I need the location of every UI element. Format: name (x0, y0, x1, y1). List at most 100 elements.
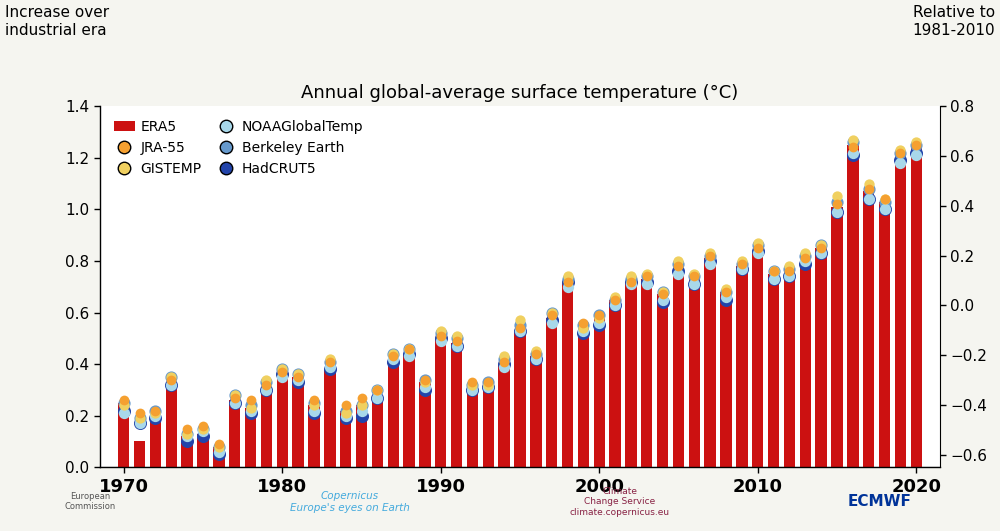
Point (544, 311, 560, 319)
Point (338, 409, 354, 417)
Point (401, 345, 417, 353)
Point (163, 373, 179, 381)
Point (290, 378, 306, 387)
Point (797, 256, 813, 265)
Point (322, 363, 338, 371)
Point (243, 404, 259, 412)
Point (639, 272, 655, 281)
Point (179, 424, 195, 433)
Bar (863, 191, 874, 467)
Point (464, 381, 480, 389)
Point (575, 319, 591, 327)
Point (528, 349, 544, 358)
Point (385, 357, 401, 366)
Point (433, 327, 449, 335)
Point (575, 324, 591, 332)
Bar (261, 390, 272, 467)
Bar (530, 356, 542, 467)
Point (480, 383, 496, 391)
Point (702, 259, 718, 268)
Point (449, 337, 465, 345)
Point (766, 267, 782, 276)
Point (829, 192, 845, 201)
Point (813, 244, 829, 252)
Point (417, 383, 433, 391)
Point (338, 414, 354, 423)
Point (243, 396, 259, 405)
Bar (911, 148, 922, 467)
Point (702, 252, 718, 260)
Point (718, 288, 734, 296)
Point (306, 401, 322, 409)
Bar (847, 145, 859, 467)
Point (116, 409, 132, 417)
Point (132, 419, 148, 427)
Point (686, 272, 702, 281)
Bar (594, 318, 605, 467)
Bar (752, 251, 763, 467)
Bar (831, 207, 843, 467)
Point (813, 241, 829, 250)
Point (243, 401, 259, 409)
Point (734, 264, 750, 273)
Point (258, 386, 274, 394)
Point (322, 357, 338, 366)
Point (195, 422, 211, 430)
Point (544, 309, 560, 317)
Point (385, 352, 401, 361)
Point (655, 290, 671, 299)
Point (306, 396, 322, 405)
Point (528, 349, 544, 358)
Point (607, 301, 623, 309)
Point (734, 259, 750, 268)
Point (211, 442, 227, 451)
Point (195, 424, 211, 433)
Bar (419, 382, 431, 467)
Point (227, 391, 243, 399)
Bar (197, 434, 209, 467)
Point (179, 432, 195, 441)
Bar (736, 266, 748, 467)
Point (734, 259, 750, 268)
Point (908, 151, 924, 159)
Point (829, 198, 845, 206)
Point (528, 347, 544, 355)
Point (781, 262, 797, 270)
Point (512, 321, 528, 330)
Point (560, 275, 576, 283)
Point (464, 381, 480, 389)
Point (132, 409, 148, 417)
Point (322, 365, 338, 373)
Point (369, 386, 385, 394)
Point (813, 241, 829, 250)
Point (258, 386, 274, 394)
Bar (704, 259, 716, 467)
Point (560, 282, 576, 291)
Point (908, 148, 924, 157)
Point (163, 381, 179, 389)
Point (369, 393, 385, 402)
Bar (292, 377, 304, 467)
Point (591, 313, 607, 322)
Bar (800, 259, 811, 467)
Point (147, 406, 163, 415)
Point (877, 205, 893, 213)
Point (369, 386, 385, 394)
Point (227, 393, 243, 402)
Legend: ERA5, JRA-55, GISTEMP, NOAAGlobalTemp, Berkeley Earth, HadCRUT5: ERA5, JRA-55, GISTEMP, NOAAGlobalTemp, B… (107, 113, 370, 183)
Point (258, 381, 274, 389)
Point (892, 156, 908, 165)
Point (401, 345, 417, 353)
Point (877, 198, 893, 206)
Point (163, 381, 179, 389)
Point (354, 406, 370, 415)
Point (179, 430, 195, 438)
Point (354, 393, 370, 402)
Point (227, 399, 243, 407)
Point (496, 363, 512, 371)
Point (338, 412, 354, 420)
Point (401, 352, 417, 361)
Bar (118, 403, 129, 467)
Point (797, 259, 813, 268)
Point (433, 337, 449, 345)
